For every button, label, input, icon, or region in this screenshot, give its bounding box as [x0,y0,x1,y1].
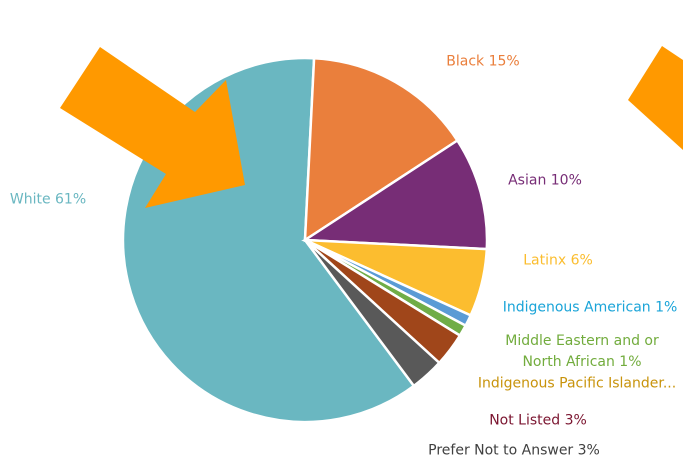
slice-label: Indigenous Pacific Islander... [477,375,677,392]
slice-label: Not Listed 3% [489,412,587,429]
slice-label: Prefer Not to Answer 3% [428,442,600,459]
slice-label: Asian 10% [508,172,582,189]
arrow [60,47,245,208]
slice-label: Latinx 6% [523,252,593,269]
slice-label: White 61% [9,191,87,208]
slice [303,56,460,243]
arrow [628,46,683,150]
slice [303,239,442,388]
slice [301,138,489,251]
slice-label: Black 15% [446,53,520,70]
slice-label: Indigenous American 1% [502,299,678,316]
slice-label: Middle Eastern and or North African 1% [505,333,659,370]
